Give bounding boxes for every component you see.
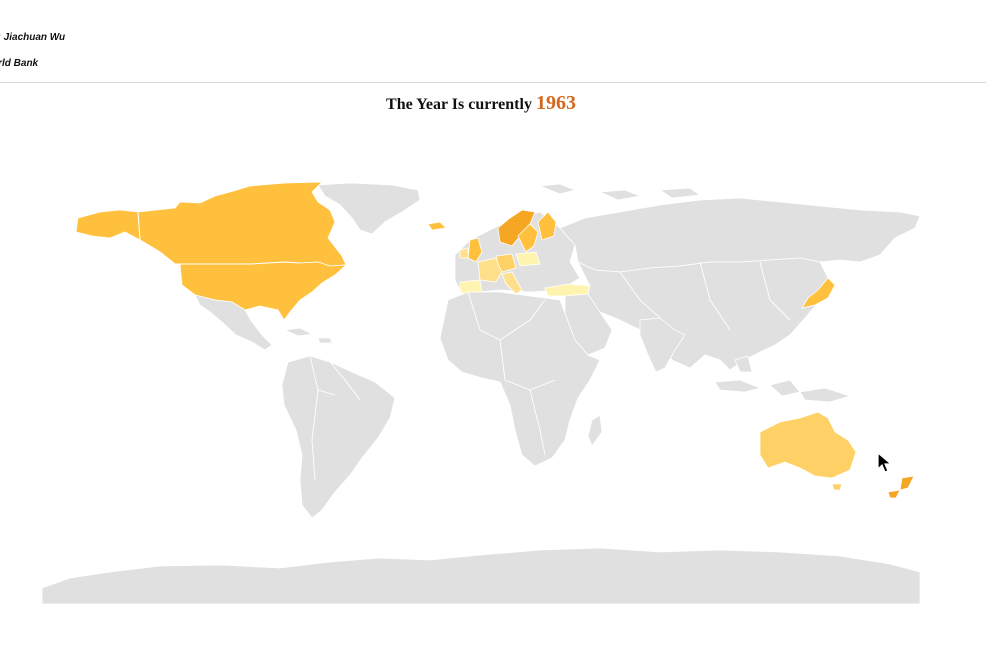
data-source-credit: orld Bank [0,58,39,69]
country-australia[interactable] [759,411,857,479]
country-italy[interactable] [501,271,523,295]
caribbean-islands [283,327,333,344]
country-iceland[interactable] [427,221,447,231]
country-mexico[interactable] [194,294,273,351]
region-southeast-asia [714,355,852,403]
country-new-zealand[interactable] [887,475,915,499]
country-france[interactable] [477,257,503,283]
continent-south-america[interactable] [281,355,396,519]
page-title: The Year Is currently 1963 [0,92,962,115]
country-madagascar[interactable] [587,414,603,447]
mouse-cursor-icon [877,452,893,473]
title-prefix: The Year Is currently [386,96,532,113]
country-poland[interactable] [515,251,541,267]
country-russia[interactable] [559,197,921,273]
country-ireland[interactable] [459,247,469,259]
border-us-canada [137,211,301,265]
country-india[interactable] [639,317,686,373]
country-united-states-alaska[interactable] [75,209,141,241]
header-divider [0,82,986,83]
continent-antarctica [41,547,921,605]
country-japan[interactable] [801,277,836,309]
country-canada[interactable] [137,181,347,267]
country-germany[interactable] [495,253,517,273]
country-greenland[interactable] [317,182,421,235]
region-asia[interactable] [577,257,831,371]
country-finland[interactable] [537,211,557,241]
borders-africa [467,291,556,456]
borders-south-america [309,355,361,481]
current-year: 1963 [535,92,576,114]
author-credit: y: Jiachuan Wu [0,32,66,43]
continent-africa[interactable] [439,291,601,467]
country-sweden[interactable] [517,223,539,253]
country-united-states[interactable] [179,261,348,321]
arctic-islands [539,183,702,201]
country-australia-tasmania[interactable] [831,483,843,491]
borders-asia [619,261,791,331]
